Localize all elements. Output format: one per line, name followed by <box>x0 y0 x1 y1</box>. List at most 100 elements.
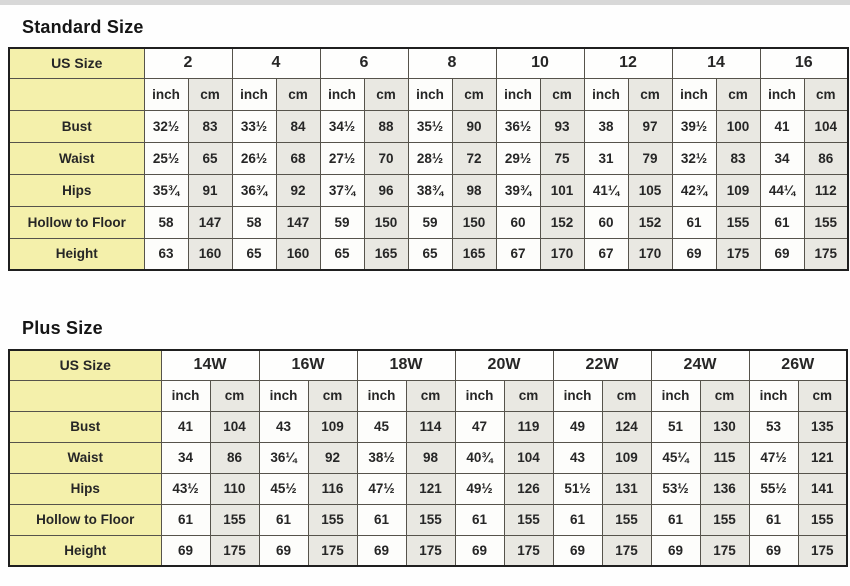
standard-measurement-value: 61 <box>671 205 717 239</box>
standard-unit-cm-label: cm <box>715 77 761 111</box>
plus-measurement-value: 45½ <box>258 472 309 505</box>
plus-measurement-value: 41 <box>160 410 211 443</box>
plus-measurement-label: Bust <box>8 410 162 443</box>
plus-unit-inch-label: inch <box>650 379 701 412</box>
standard-measurement-value: 147 <box>275 205 321 239</box>
standard-measurement-value: 165 <box>451 237 497 271</box>
standard-measurement-value: 25½ <box>143 141 189 175</box>
plus-measurement-value: 104 <box>503 441 554 474</box>
standard-measurement-value: 42¾ <box>671 173 717 207</box>
standard-unit-inch-label: inch <box>407 77 453 111</box>
standard-measurement-value: 58 <box>231 205 277 239</box>
standard-unit-inch-label: inch <box>143 77 189 111</box>
plus-measurement-value: 38½ <box>356 441 407 474</box>
plus-measurement-value: 109 <box>307 410 358 443</box>
standard-measurement-value: 100 <box>715 109 761 143</box>
standard-measurement-value: 165 <box>363 237 409 271</box>
plus-table-row: Bust 41 104 43 109 45 114 47 119 49 124 51 130 53 135 <box>8 410 848 443</box>
plus-measurement-value: 61 <box>454 503 505 536</box>
standard-unit-inch-label: inch <box>759 77 805 111</box>
plus-measurement-value: 43 <box>552 441 603 474</box>
plus-measurement-value: 115 <box>699 441 750 474</box>
plus-measurement-value: 61 <box>748 503 799 536</box>
plus-measurement-value: 114 <box>405 410 456 443</box>
standard-measurement-value: 36½ <box>495 109 541 143</box>
standard-measurement-value: 32½ <box>671 141 717 175</box>
plus-unit-cm-label: cm <box>797 379 848 412</box>
standard-measurement-value: 33½ <box>231 109 277 143</box>
plus-measurement-value: 104 <box>209 410 260 443</box>
plus-unit-cm-label: cm <box>699 379 750 412</box>
standard-measurement-label: Bust <box>8 109 145 143</box>
standard-measurement-value: 26½ <box>231 141 277 175</box>
standard-table-row: Height 63 160 65 160 65 165 65 165 67 170 67 170 69 17… <box>8 237 849 271</box>
plus-table-row: Hips 43½ 110 45½ 116 47½ 121 49½ 126 51½ 131 53½ 136… <box>8 472 848 505</box>
standard-size-header-12: 12 <box>583 47 673 79</box>
plus-measurement-value: 61 <box>160 503 211 536</box>
plus-measurement-value: 136 <box>699 472 750 505</box>
standard-measurement-value: 170 <box>627 237 673 271</box>
standard-measurement-value: 65 <box>187 141 233 175</box>
plus-measurement-value: 175 <box>405 534 456 567</box>
plus-size-header-26W: 26W <box>748 349 848 381</box>
standard-measurement-value: 70 <box>363 141 409 175</box>
standard-measurement-value: 72 <box>451 141 497 175</box>
plus-measurement-value: 69 <box>748 534 799 567</box>
plus-us-size-label: US Size <box>8 349 162 381</box>
plus-size-header-16W: 16W <box>258 349 358 381</box>
top-strip <box>0 0 850 5</box>
standard-measurement-value: 160 <box>187 237 233 271</box>
plus-size-title: Plus Size <box>22 318 103 338</box>
plus-measurement-value: 53 <box>748 410 799 443</box>
standard-measurement-value: 44¼ <box>759 173 805 207</box>
standard-table-row: Waist 25½ 65 26½ 68 27½ 70 28½ 72 29½ 75 31 79 32½ 83 3… <box>8 141 849 175</box>
plus-unit-cm-label: cm <box>601 379 652 412</box>
plus-unit-inch-label: inch <box>454 379 505 412</box>
plus-measurement-value: 155 <box>797 503 848 536</box>
standard-measurement-value: 29½ <box>495 141 541 175</box>
plus-measurement-value: 135 <box>797 410 848 443</box>
standard-size-header-8: 8 <box>407 47 497 79</box>
standard-measurement-value: 65 <box>319 237 365 271</box>
standard-measurement-value: 93 <box>539 109 585 143</box>
standard-measurement-value: 96 <box>363 173 409 207</box>
standard-measurement-value: 28½ <box>407 141 453 175</box>
standard-unit-cm-label: cm <box>803 77 849 111</box>
standard-measurement-value: 31 <box>583 141 629 175</box>
plus-size-header-22W: 22W <box>552 349 652 381</box>
standard-measurement-value: 88 <box>363 109 409 143</box>
plus-measurement-value: 69 <box>160 534 211 567</box>
standard-measurement-value: 152 <box>627 205 673 239</box>
standard-measurement-value: 150 <box>363 205 409 239</box>
plus-measurement-value: 34 <box>160 441 211 474</box>
plus-measurement-value: 45 <box>356 410 407 443</box>
plus-measurement-value: 61 <box>258 503 309 536</box>
standard-measurement-value: 36¾ <box>231 173 277 207</box>
plus-measurement-value: 155 <box>307 503 358 536</box>
plus-measurement-value: 175 <box>209 534 260 567</box>
standard-measurement-value: 84 <box>275 109 321 143</box>
plus-unit-cm-label: cm <box>405 379 456 412</box>
standard-measurement-value: 175 <box>803 237 849 271</box>
plus-unit-cm-label: cm <box>503 379 554 412</box>
standard-measurement-value: 41 <box>759 109 805 143</box>
standard-measurement-value: 69 <box>759 237 805 271</box>
standard-measurement-value: 69 <box>671 237 717 271</box>
standard-unit-inch-label: inch <box>583 77 629 111</box>
standard-measurement-value: 58 <box>143 205 189 239</box>
standard-size-header-14: 14 <box>671 47 761 79</box>
plus-measurement-value: 43½ <box>160 472 211 505</box>
standard-measurement-value: 35¾ <box>143 173 189 207</box>
plus-unit-inch-label: inch <box>160 379 211 412</box>
standard-size-header-10: 10 <box>495 47 585 79</box>
standard-measurement-value: 101 <box>539 173 585 207</box>
plus-measurement-value: 175 <box>601 534 652 567</box>
standard-unit-inch-label: inch <box>319 77 365 111</box>
standard-unit-inch-label: inch <box>671 77 717 111</box>
plus-unit-cm-label: cm <box>209 379 260 412</box>
standard-measurement-value: 60 <box>583 205 629 239</box>
standard-size-table: US Size 2 4 6 8 10 12 14 16 inch cm inch cm inch cm inc… <box>8 47 849 271</box>
standard-measurement-value: 90 <box>451 109 497 143</box>
plus-measurement-value: 55½ <box>748 472 799 505</box>
